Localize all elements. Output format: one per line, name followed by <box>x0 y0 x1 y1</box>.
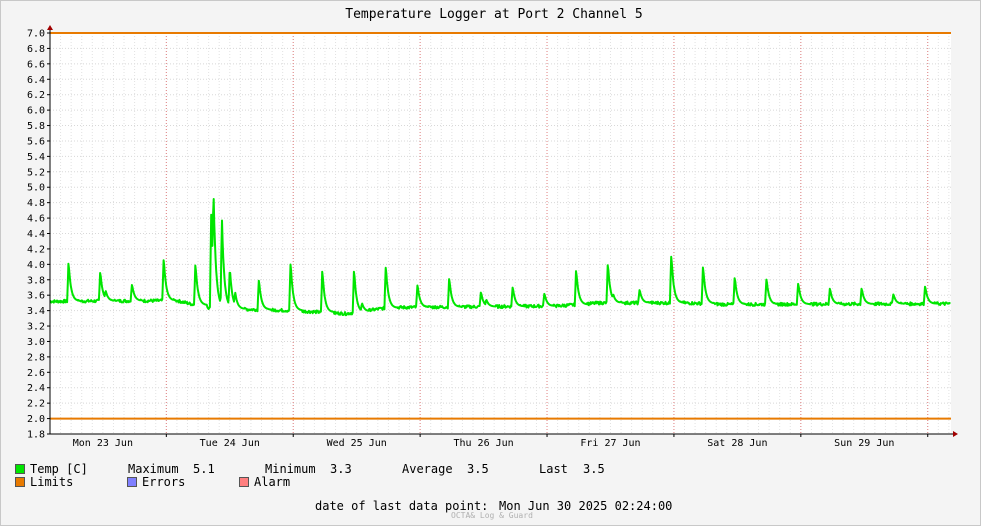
legend-alarm-label: Alarm <box>254 475 291 489</box>
legend-last-label: Last <box>539 462 568 476</box>
y-tick-label: 2.8 <box>27 352 45 363</box>
y-tick-label: 6.0 <box>27 106 45 117</box>
x-axis-arrow-icon <box>953 431 958 437</box>
legend-swatch-temp <box>15 464 25 474</box>
legend-minimum-label: Minimum <box>265 462 316 476</box>
series-line-temp <box>49 198 951 317</box>
y-tick-label: 3.6 <box>27 291 45 302</box>
y-tick-label: 5.0 <box>27 183 45 194</box>
y-tick-label: 4.6 <box>27 214 45 225</box>
y-tick-label: 2.0 <box>27 414 45 425</box>
y-tick-label: 5.4 <box>27 152 45 163</box>
legend-temp-label: Temp [C] <box>30 462 88 476</box>
y-tick-label: 2.2 <box>27 399 45 410</box>
legend-errors-label: Errors <box>142 475 186 489</box>
credit-text: OCTA& Log & Guard <box>451 511 533 520</box>
legend-swatch-limits <box>15 477 25 487</box>
y-tick-label: 2.4 <box>27 383 45 394</box>
y-tick-label: 5.8 <box>27 121 45 132</box>
legend-minimum-value: 3.3 <box>330 462 352 476</box>
legend-average-value: 3.5 <box>467 462 489 476</box>
axes <box>47 25 958 437</box>
x-tick-label: Sat 28 Jun <box>707 438 767 449</box>
y-tick-label: 7.0 <box>27 29 45 40</box>
x-tick-label: Fri 27 Jun <box>580 438 640 449</box>
chart-title: Temperature Logger at Port 2 Channel 5 <box>345 7 642 22</box>
y-tick-label: 6.2 <box>27 90 45 101</box>
y-tick-label: 3.8 <box>27 275 45 286</box>
y-tick-label: 1.8 <box>27 430 45 441</box>
x-tick-label: Tue 24 Jun <box>200 438 260 449</box>
y-tick-label: 2.6 <box>27 368 45 379</box>
x-tick-label: Thu 26 Jun <box>453 438 513 449</box>
y-tick-label: 3.4 <box>27 306 45 317</box>
y-tick-label: 6.6 <box>27 59 45 70</box>
y-tick-label: 4.4 <box>27 229 45 240</box>
y-tick-label: 4.0 <box>27 260 45 271</box>
y-tick-label: 4.2 <box>27 244 45 255</box>
vertical-grid <box>60 33 950 434</box>
legend-limits-label: Limits <box>30 475 74 489</box>
last-data-point-label: date of last data point: <box>315 499 489 513</box>
legend-maximum-label: Maximum <box>128 462 179 476</box>
y-tick-label: 5.2 <box>27 167 45 178</box>
limit-lines <box>50 32 951 420</box>
y-axis-arrow-icon <box>47 25 53 30</box>
y-tick-label: 4.8 <box>27 198 45 209</box>
y-tick-label: 5.6 <box>27 136 45 147</box>
x-tick-label: Sun 29 Jun <box>834 438 894 449</box>
y-tick-label: 3.0 <box>27 337 45 348</box>
last-data-point-value: Mon Jun 30 2025 02:24:00 <box>499 499 673 513</box>
y-tick-label: 3.2 <box>27 322 45 333</box>
y-tick-label: 6.4 <box>27 75 45 86</box>
legend-maximum-value: 5.1 <box>193 462 215 476</box>
legend-average-label: Average <box>402 462 453 476</box>
legend-swatch-errors <box>127 477 137 487</box>
legend-swatch-alarm <box>239 477 249 487</box>
y-tick-label: 6.8 <box>27 44 45 55</box>
x-tick-label: Wed 25 Jun <box>327 438 387 449</box>
legend-last-value: 3.5 <box>583 462 605 476</box>
x-tick-label: Mon 23 Jun <box>73 438 133 449</box>
x-axis-ticks: Mon 23 Jun Tue 24 Jun Wed 25 Jun Thu 26 Jun… <box>73 434 929 449</box>
y-axis-ticks: 7.0 6.8 6.6 6.4 6.2 6.0 5.8 5.6 5.4 5.2 5.0 4.8 4.6 4… <box>27 29 50 441</box>
